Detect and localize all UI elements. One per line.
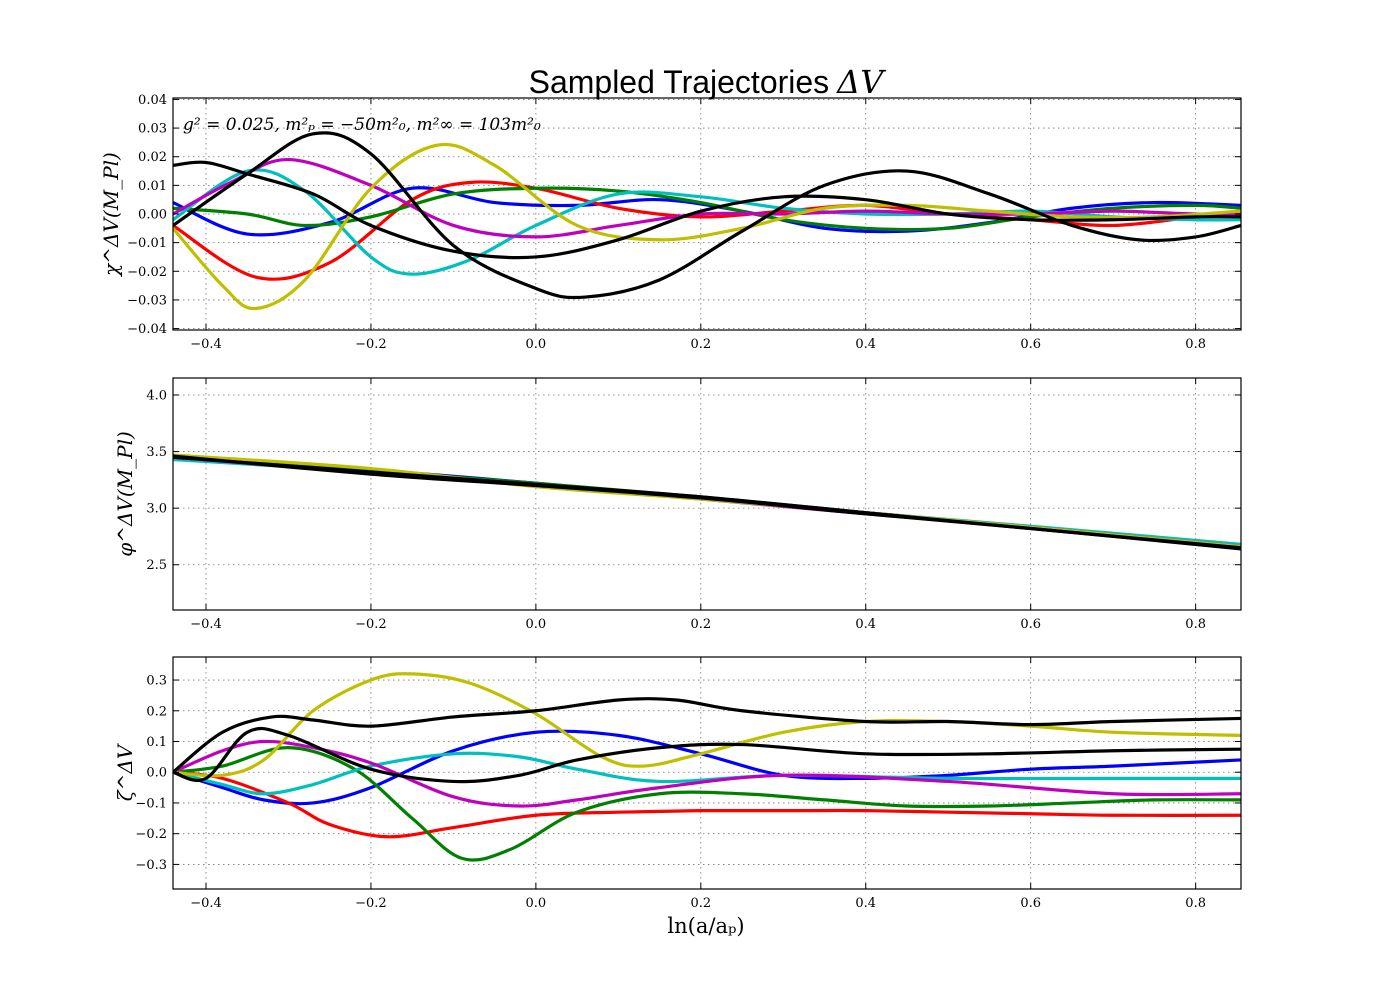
x-tick-label: 0.0: [526, 337, 547, 352]
y-tick-label: 0.1: [146, 735, 167, 750]
x-tick-label: −0.2: [355, 617, 387, 632]
plot-frame: [172, 377, 1242, 611]
y-tick-label: 2.5: [146, 558, 167, 573]
y-tick-label: 0.0: [146, 766, 167, 781]
series-line-5: [173, 157, 1241, 239]
y-tick-label: 4.0: [146, 388, 167, 403]
y-tick-label: 0.01: [138, 179, 167, 194]
series-line-1: [173, 729, 1241, 806]
y-tick-label: 0.2: [146, 704, 167, 719]
series-line-3: [173, 746, 1241, 862]
x-tick-label: 0.8: [1185, 337, 1206, 352]
y-tick-label: −0.1: [135, 796, 167, 811]
x-axis-label: ln(a/aₚ): [667, 914, 744, 938]
y-tick-label: −0.03: [127, 293, 167, 308]
y-axis-label: ζ^ΔV: [113, 742, 137, 801]
series-line-6: [173, 672, 1241, 778]
series-group: [173, 672, 1241, 862]
series-line-8: [173, 726, 1241, 784]
y-tick-label: 3.5: [146, 445, 167, 460]
parameter-annotation: g² = 0.025, m²ₚ = −50m²₀, m²∞ = 103m²₀: [183, 115, 541, 135]
y-tick-label: 0.02: [138, 150, 167, 165]
y-tick-label: 0.00: [138, 208, 167, 223]
y-tick-label: 0.3: [146, 674, 167, 689]
x-tick-label: 0.4: [855, 896, 876, 911]
y-tick-label: −0.3: [135, 858, 167, 873]
x-tick-label: 0.0: [526, 617, 547, 632]
panel-middle: −0.4 −0.2 0.0 0.2 0.4 0.6 0.8 2.5 3.0 3.5 4.0 φ^ΔV(…: [113, 377, 1242, 632]
y-tick-label: −0.02: [127, 265, 167, 280]
figure-title-math: ΔV: [835, 63, 886, 101]
x-tick-label: 0.6: [1020, 337, 1041, 352]
x-tick-label: 0.8: [1185, 896, 1206, 911]
x-tick-label: −0.4: [190, 617, 222, 632]
x-tick-label: 0.2: [690, 896, 711, 911]
y-tick-label: −0.2: [135, 827, 167, 842]
x-tick-label: 0.2: [690, 617, 711, 632]
x-tick-label: −0.4: [190, 337, 222, 352]
x-tick-label: −0.2: [355, 896, 387, 911]
panels-group: −0.4 −0.2 0.0 0.2 0.4 0.6 0.8 −0.04 −0.03 −0.02 −0…: [99, 93, 1242, 911]
y-axis-label: φ^ΔV(M_Pl): [113, 431, 137, 557]
panel-top: −0.4 −0.2 0.0 0.2 0.4 0.6 0.8 −0.04 −0.03 −0.02 −0…: [99, 93, 1242, 352]
x-tick-label: 0.2: [690, 337, 711, 352]
series-line-2: [173, 180, 1241, 281]
x-tick-label: 0.6: [1020, 896, 1041, 911]
y-tick-label: 3.0: [146, 502, 167, 517]
series-line-4: [173, 751, 1241, 796]
series-line-6: [173, 142, 1241, 311]
series-line-7: [173, 160, 1241, 260]
x-tick-label: −0.2: [355, 337, 387, 352]
plot-frame: [172, 656, 1242, 890]
x-tick-label: 0.4: [855, 617, 876, 632]
panel-bottom: −0.4 −0.2 0.0 0.2 0.4 0.6 0.8 −0.3 −0.2 −0.1 0.0 0.…: [113, 656, 1242, 911]
y-axis-label: χ^ΔV(M_Pl): [99, 152, 123, 278]
y-tick-label: −0.01: [127, 236, 167, 251]
series-line-8: [173, 131, 1241, 300]
figure-title: Sampled Trajectories ΔV: [529, 63, 887, 101]
figure-title-text: Sampled Trajectories: [529, 64, 830, 100]
series-group: [173, 131, 1241, 311]
y-tick-label: 0.04: [138, 93, 167, 108]
series-line-7: [173, 697, 1241, 774]
series-line-8: [173, 454, 1241, 551]
y-tick-label: 0.03: [138, 122, 167, 137]
x-tick-label: −0.4: [190, 896, 222, 911]
x-tick-label: 0.0: [526, 896, 547, 911]
x-tick-label: 0.6: [1020, 617, 1041, 632]
series-group: [173, 453, 1241, 551]
series-line-2: [173, 770, 1241, 839]
y-tick-label: −0.04: [127, 322, 167, 337]
x-tick-label: 0.4: [855, 337, 876, 352]
x-tick-label: 0.8: [1185, 617, 1206, 632]
